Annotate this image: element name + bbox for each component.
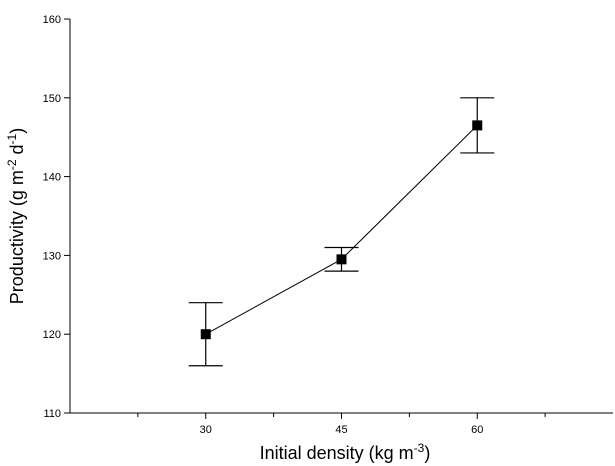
x-title-sup: -3 — [414, 441, 425, 455]
y-tick-label: 110 — [43, 408, 61, 420]
y-title-sup2: -1 — [5, 133, 19, 144]
series-line — [205, 125, 478, 335]
x-tick-label: 45 — [335, 424, 347, 436]
axes — [69, 19, 613, 414]
data-point — [200, 329, 211, 340]
y-title-part1: Productivity (g m — [7, 170, 27, 304]
y-title-part2: d — [7, 144, 27, 159]
y-tick-label: 130 — [43, 250, 61, 262]
x-tick-label: 60 — [471, 424, 483, 436]
y-title-tail: ) — [7, 128, 27, 134]
data-point — [472, 120, 483, 131]
x-title-base: Initial density (kg m — [260, 443, 414, 463]
x-title-tail: ) — [424, 443, 430, 463]
data-point — [336, 254, 347, 265]
y-axis-ticks: 110 120 130 140 150 160 — [43, 14, 70, 420]
x-tick-label: 30 — [200, 424, 212, 436]
y-tick-label: 160 — [43, 14, 61, 26]
y-tick-label: 120 — [43, 329, 61, 341]
y-tick-label: 150 — [43, 93, 61, 105]
y-tick-label: 140 — [43, 172, 61, 184]
y-title-sup1: -2 — [5, 159, 19, 170]
series-layer — [188, 97, 495, 367]
y-axis-title: Productivity (g m-2 d-1) — [5, 128, 27, 304]
x-axis-ticks: 30 45 60 — [137, 413, 546, 436]
x-axis-title: Initial density (kg m-3) — [260, 441, 431, 463]
